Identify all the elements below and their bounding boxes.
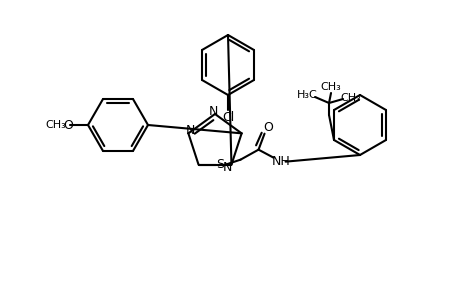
Text: NH: NH (272, 155, 290, 168)
Text: CH₃: CH₃ (320, 82, 341, 92)
Text: O: O (63, 118, 73, 131)
Text: N: N (208, 104, 217, 118)
Text: H₃C: H₃C (296, 90, 317, 100)
Text: CH₃: CH₃ (340, 93, 361, 103)
Text: O: O (263, 121, 273, 134)
Text: N: N (185, 124, 195, 137)
Text: N: N (222, 161, 232, 174)
Text: Cl: Cl (221, 110, 234, 124)
Text: CH₃: CH₃ (45, 120, 66, 130)
Text: S: S (216, 158, 224, 171)
